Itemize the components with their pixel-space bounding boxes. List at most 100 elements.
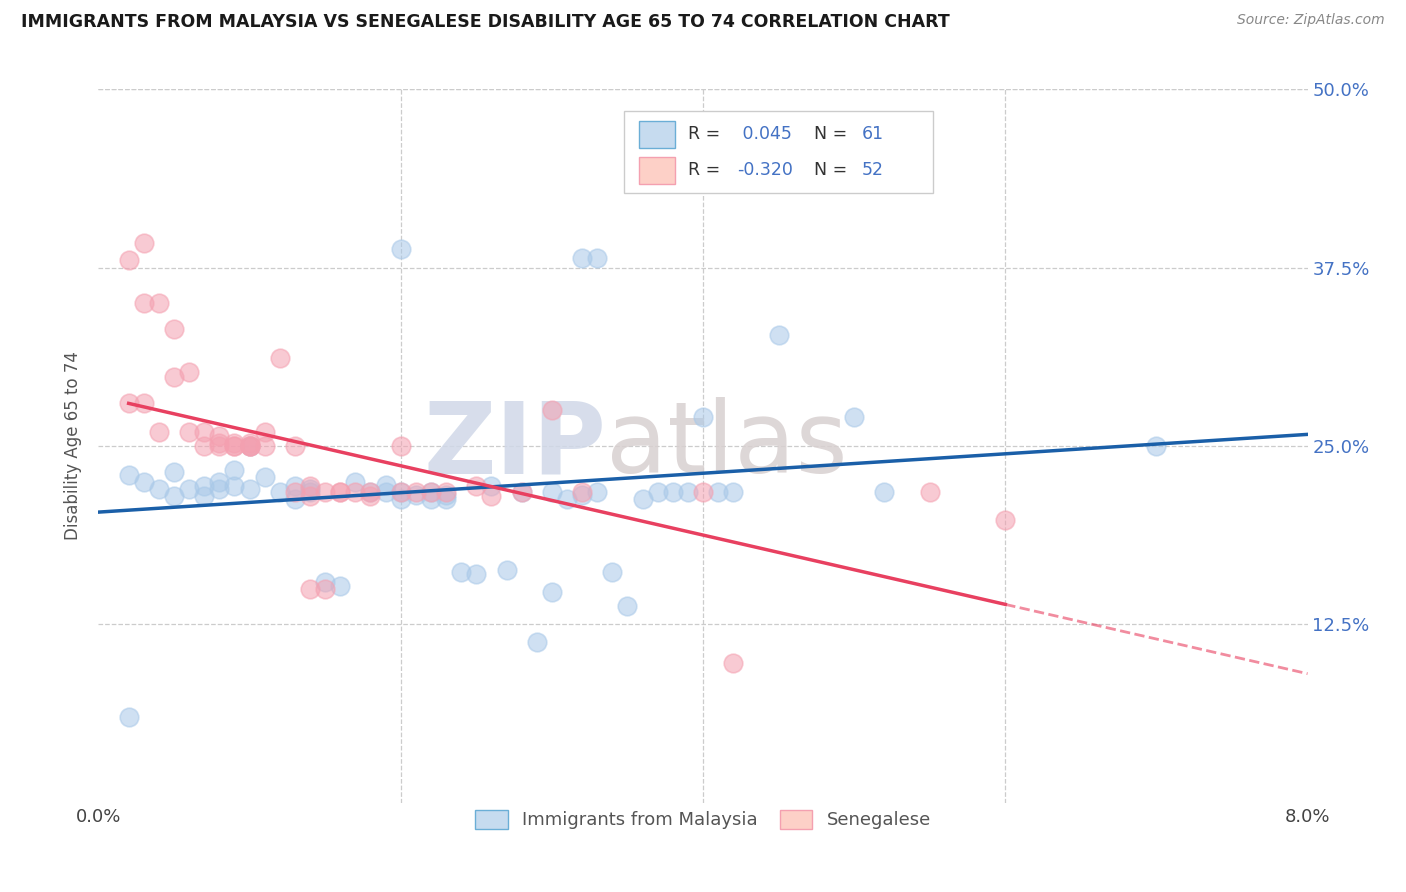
Point — [208, 436, 231, 450]
Point — [495, 563, 517, 577]
Point — [299, 482, 322, 496]
Point — [118, 253, 141, 268]
Point — [269, 351, 291, 365]
Point — [631, 491, 654, 506]
Point — [571, 251, 593, 265]
Point — [723, 656, 745, 670]
Point — [208, 439, 231, 453]
Point — [571, 487, 593, 501]
Point — [253, 439, 276, 453]
Point — [224, 479, 246, 493]
Point — [193, 479, 215, 493]
Point — [389, 242, 412, 256]
Point — [602, 565, 624, 579]
Point — [193, 439, 215, 453]
Point — [586, 484, 609, 499]
Point — [239, 439, 262, 453]
Point — [707, 484, 730, 499]
Point — [239, 439, 262, 453]
Point — [239, 482, 262, 496]
Point — [405, 484, 427, 499]
Text: 61: 61 — [862, 125, 883, 143]
Point — [434, 491, 457, 506]
Point — [224, 463, 246, 477]
Point — [239, 436, 262, 450]
Point — [360, 484, 382, 499]
Text: ZIP: ZIP — [423, 398, 606, 494]
Point — [148, 425, 170, 439]
Point — [224, 436, 246, 450]
Point — [163, 489, 186, 503]
Text: 52: 52 — [862, 161, 883, 178]
Point — [616, 599, 638, 613]
Point — [389, 439, 412, 453]
FancyBboxPatch shape — [624, 111, 932, 193]
Point — [193, 489, 215, 503]
Point — [132, 236, 155, 251]
Point — [873, 484, 896, 499]
Text: N =: N = — [803, 125, 853, 143]
Point — [329, 484, 352, 499]
Text: 0.045: 0.045 — [737, 125, 792, 143]
Point — [314, 582, 336, 596]
Point — [253, 470, 276, 484]
Point — [118, 467, 141, 482]
Text: R =: R = — [689, 161, 727, 178]
Point — [481, 489, 503, 503]
Point — [132, 396, 155, 410]
Point — [284, 484, 307, 499]
Text: R =: R = — [689, 125, 727, 143]
Point — [692, 410, 714, 425]
Point — [586, 251, 609, 265]
Point — [208, 429, 231, 443]
Point — [299, 484, 322, 499]
Point — [193, 425, 215, 439]
Point — [179, 482, 201, 496]
Y-axis label: Disability Age 65 to 74: Disability Age 65 to 74 — [65, 351, 83, 541]
Point — [179, 365, 201, 379]
Point — [329, 484, 352, 499]
Point — [1146, 439, 1168, 453]
Point — [510, 484, 533, 499]
Point — [540, 484, 562, 499]
Point — [239, 439, 262, 453]
Point — [526, 634, 548, 648]
Point — [420, 491, 443, 506]
Point — [344, 475, 367, 489]
Point — [450, 565, 472, 579]
Point — [132, 296, 155, 310]
Point — [571, 484, 593, 499]
Point — [389, 484, 412, 499]
Point — [768, 327, 790, 342]
Point — [481, 479, 503, 493]
Point — [163, 322, 186, 336]
Point — [179, 425, 201, 439]
Point — [676, 484, 699, 499]
Point — [224, 439, 246, 453]
Point — [344, 484, 367, 499]
Text: N =: N = — [803, 161, 853, 178]
Point — [389, 491, 412, 506]
Point — [208, 482, 231, 496]
Point — [510, 484, 533, 499]
FancyBboxPatch shape — [638, 157, 675, 184]
Point — [148, 482, 170, 496]
Point — [420, 484, 443, 499]
Point — [314, 484, 336, 499]
Text: Source: ZipAtlas.com: Source: ZipAtlas.com — [1237, 13, 1385, 28]
Point — [314, 574, 336, 589]
Point — [540, 584, 562, 599]
Point — [692, 484, 714, 499]
Point — [918, 484, 941, 499]
Text: atlas: atlas — [606, 398, 848, 494]
Point — [208, 475, 231, 489]
Point — [540, 403, 562, 417]
Point — [555, 491, 578, 506]
Point — [284, 479, 307, 493]
Point — [723, 484, 745, 499]
Point — [374, 477, 396, 491]
Point — [994, 513, 1017, 527]
Point — [389, 484, 412, 499]
Point — [299, 582, 322, 596]
Point — [163, 370, 186, 384]
